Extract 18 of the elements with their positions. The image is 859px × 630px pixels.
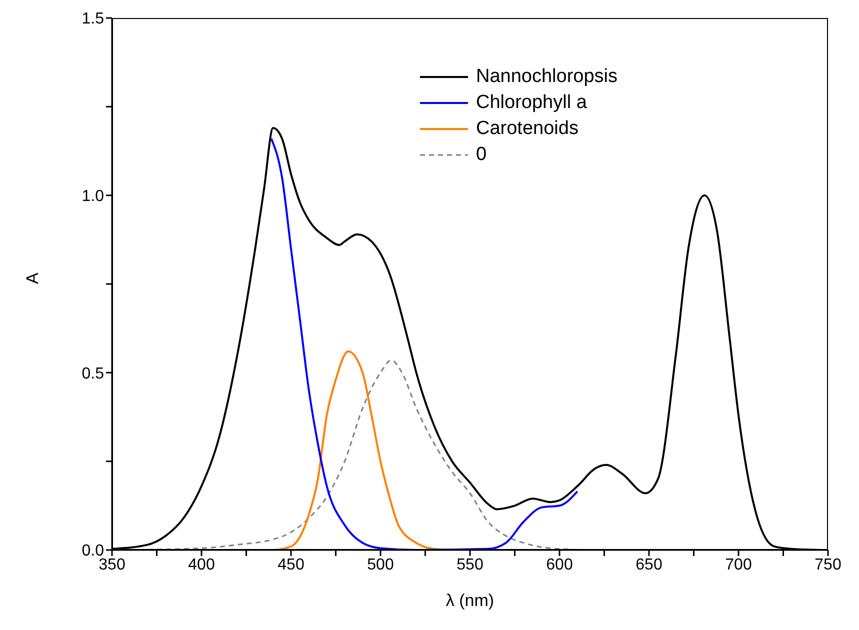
- x-tick-label: 550: [456, 556, 484, 574]
- x-tick-label: 700: [725, 556, 752, 574]
- legend-label: Chlorophyll a: [476, 91, 587, 115]
- x-tick-label: 400: [188, 556, 215, 574]
- y-tick-label: 0.5: [82, 365, 104, 382]
- legend-label: 0: [476, 143, 487, 167]
- x-axis-title: λ (nm): [446, 591, 494, 610]
- y-axis-title: A: [23, 272, 42, 284]
- x-tick-label: 750: [814, 556, 842, 574]
- x-tick-label: 450: [278, 556, 304, 574]
- x-tick-label: 500: [367, 556, 394, 574]
- x-tick-label: 650: [636, 556, 662, 574]
- y-tick-label: 1.5: [82, 10, 104, 28]
- legend-label: Carotenoids: [476, 117, 578, 141]
- x-tick-label: 600: [546, 556, 573, 574]
- legend-label: Nannochloropsis: [476, 65, 618, 89]
- line-series: [270, 138, 578, 550]
- y-tick-label: 1.0: [82, 188, 104, 206]
